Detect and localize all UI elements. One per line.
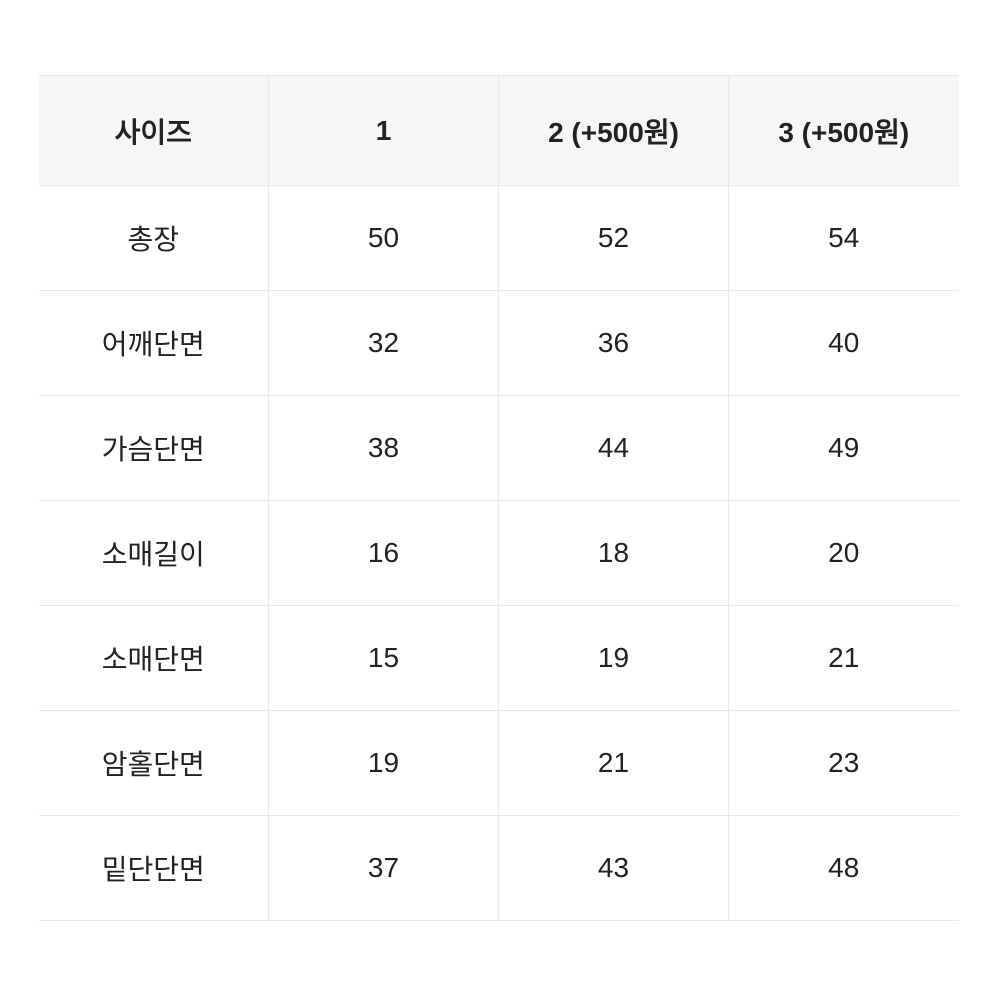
cell-value: 19 (269, 711, 499, 816)
cell-value: 18 (499, 501, 729, 606)
row-label: 가슴단면 (39, 396, 269, 501)
cell-value: 20 (729, 501, 959, 606)
cell-value: 52 (499, 186, 729, 291)
cell-value: 50 (269, 186, 499, 291)
cell-value: 32 (269, 291, 499, 396)
row-label: 밑단단면 (39, 816, 269, 921)
row-label: 암홀단면 (39, 711, 269, 816)
cell-value: 44 (499, 396, 729, 501)
cell-value: 19 (499, 606, 729, 711)
size-table-container: 사이즈 1 2 (+500원) 3 (+500원) 총장 50 52 54 어깨… (39, 75, 959, 921)
header-size-label: 사이즈 (39, 76, 269, 186)
cell-value: 54 (729, 186, 959, 291)
cell-value: 43 (499, 816, 729, 921)
cell-value: 21 (729, 606, 959, 711)
row-label: 소매길이 (39, 501, 269, 606)
header-size-3: 3 (+500원) (729, 76, 959, 186)
header-size-1: 1 (269, 76, 499, 186)
cell-value: 38 (269, 396, 499, 501)
cell-value: 15 (269, 606, 499, 711)
table-row: 가슴단면 38 44 49 (39, 396, 959, 501)
table-row: 암홀단면 19 21 23 (39, 711, 959, 816)
table-row: 총장 50 52 54 (39, 186, 959, 291)
cell-value: 36 (499, 291, 729, 396)
header-size-2: 2 (+500원) (499, 76, 729, 186)
cell-value: 16 (269, 501, 499, 606)
row-label: 어깨단면 (39, 291, 269, 396)
size-table: 사이즈 1 2 (+500원) 3 (+500원) 총장 50 52 54 어깨… (39, 75, 959, 921)
row-label: 총장 (39, 186, 269, 291)
row-label: 소매단면 (39, 606, 269, 711)
cell-value: 49 (729, 396, 959, 501)
cell-value: 37 (269, 816, 499, 921)
table-row: 밑단단면 37 43 48 (39, 816, 959, 921)
table-row: 소매길이 16 18 20 (39, 501, 959, 606)
table-row: 소매단면 15 19 21 (39, 606, 959, 711)
cell-value: 40 (729, 291, 959, 396)
cell-value: 48 (729, 816, 959, 921)
table-header-row: 사이즈 1 2 (+500원) 3 (+500원) (39, 76, 959, 186)
cell-value: 21 (499, 711, 729, 816)
cell-value: 23 (729, 711, 959, 816)
table-row: 어깨단면 32 36 40 (39, 291, 959, 396)
